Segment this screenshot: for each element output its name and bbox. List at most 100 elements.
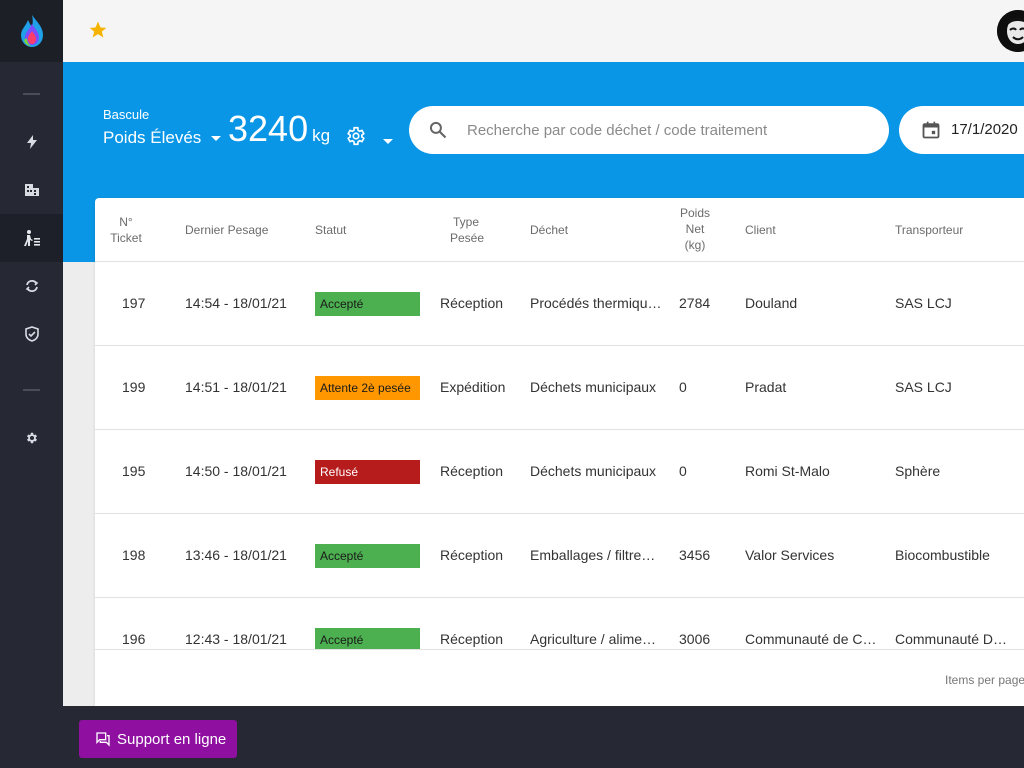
cell-date: 14:54 - 18/01/21 <box>185 295 287 311</box>
shield-check-icon <box>24 326 39 342</box>
sidebar-item-refresh[interactable] <box>0 262 63 310</box>
cell-client: Douland <box>745 295 798 311</box>
header-carrier[interactable]: Transporteur <box>895 223 964 237</box>
header-status[interactable]: Statut <box>315 223 347 237</box>
cell-type: Réception <box>440 547 504 563</box>
header-net-weight[interactable]: Poids Net (kg) <box>679 206 711 252</box>
sidebar-item-settings[interactable] <box>0 414 63 462</box>
calendar-icon <box>922 121 940 139</box>
header-last-weighing[interactable]: Dernier Pesage <box>185 223 269 237</box>
date-picker[interactable]: 17/1/2020 <box>899 106 1024 154</box>
table-row[interactable]: 197 14:54 - 18/01/21 Accepté Réception P… <box>95 262 1024 346</box>
status-badge: Attente 2è pesée <box>315 376 420 400</box>
cell-client: Romi St-Malo <box>745 463 830 479</box>
header-type[interactable]: Type Pesée <box>450 215 485 245</box>
person-weighing-icon <box>23 230 40 246</box>
header-band: Bascule Poids Élevés 3240 kg 17/1/2020 <box>63 62 1024 262</box>
cell-net: 2784 <box>679 295 711 311</box>
cell-client: Pradat <box>745 379 787 395</box>
chevron-down-icon <box>211 135 222 141</box>
sidebar-item-shield[interactable] <box>0 310 63 358</box>
chevron-down-icon <box>383 139 393 144</box>
star-icon <box>89 21 107 38</box>
cell-date: 14:51 - 18/01/21 <box>185 379 287 395</box>
cell-type: Réception <box>440 463 504 479</box>
cell-waste: Procédés thermiqu… <box>530 295 662 311</box>
building-icon <box>24 184 39 196</box>
cell-client: Valor Services <box>745 547 835 563</box>
cell-waste: Déchets municipaux <box>530 463 657 479</box>
cell-carrier: Sphère <box>895 463 941 479</box>
sidebar-item-building[interactable] <box>0 166 63 214</box>
cell-ticket: 199 <box>122 379 146 395</box>
favorite-button[interactable] <box>88 20 108 45</box>
header-waste[interactable]: Déchet <box>530 223 569 237</box>
support-button[interactable]: Support en ligne <box>79 720 237 758</box>
items-per-page-label: Items per page: <box>945 673 1024 687</box>
sidebar-item-weighing[interactable] <box>0 214 63 262</box>
cell-type: Expédition <box>440 379 506 395</box>
cell-carrier: Communauté D… <box>895 631 1008 647</box>
cell-waste: Emballages / filtre… <box>530 547 656 563</box>
table-row[interactable]: 195 14:50 - 18/01/21 Refusé Réception Dé… <box>95 430 1024 514</box>
table-row[interactable]: 196 12:43 - 18/01/21 Accepté Réception A… <box>95 598 1024 649</box>
logo[interactable] <box>0 0 63 62</box>
avatar-image-icon <box>997 10 1024 52</box>
cell-carrier: SAS LCJ <box>895 379 952 395</box>
cell-carrier: Biocombustible <box>895 547 990 563</box>
cell-waste: Agriculture / alime… <box>530 631 657 647</box>
refresh-icon <box>25 280 38 292</box>
cell-net: 3456 <box>679 547 711 563</box>
cell-ticket: 195 <box>122 463 146 479</box>
cell-date: 13:46 - 18/01/21 <box>185 547 287 563</box>
cell-carrier: SAS LCJ <box>895 295 952 311</box>
header-ticket[interactable]: N° Ticket <box>110 215 142 245</box>
cell-client: Communauté de C… <box>745 631 877 647</box>
cell-ticket: 198 <box>122 547 146 563</box>
cell-net: 0 <box>679 379 687 395</box>
scale-settings-button[interactable] <box>345 125 367 152</box>
cell-type: Réception <box>440 295 504 311</box>
header-client[interactable]: Client <box>745 223 776 237</box>
date-value: 17/1/2020 <box>951 121 1018 138</box>
cell-waste: Déchets municipaux <box>530 379 657 395</box>
status-badge: Accepté <box>315 292 420 316</box>
bottom-bar: Support en ligne <box>63 706 1024 768</box>
scale-menu-button[interactable] <box>383 131 393 149</box>
search-bar <box>409 106 889 154</box>
status-badge: Accepté <box>315 544 420 568</box>
table-row[interactable]: 198 13:46 - 18/01/21 Accepté Réception E… <box>95 514 1024 598</box>
sidebar-item-lightning[interactable] <box>0 118 63 166</box>
weight-value: 3240 <box>228 108 309 149</box>
tickets-table: N° Ticket Dernier Pesage Statut Type Pes… <box>95 198 1024 706</box>
status-badge: Refusé <box>315 460 420 484</box>
support-label: Support en ligne <box>117 730 227 748</box>
scale-selected-value: Poids Élevés <box>103 128 202 147</box>
weight-display: 3240 kg <box>228 108 330 150</box>
search-input[interactable] <box>467 106 867 154</box>
gear-icon <box>26 432 37 444</box>
chat-icon <box>96 732 110 747</box>
user-avatar[interactable] <box>997 10 1024 52</box>
table-body: 197 14:54 - 18/01/21 Accepté Réception P… <box>95 262 1024 650</box>
weight-unit: kg <box>312 126 331 145</box>
nav-divider <box>23 93 40 95</box>
cell-net: 3006 <box>679 631 711 647</box>
status-badge: Accepté <box>315 628 420 649</box>
cell-date: 12:43 - 18/01/21 <box>185 631 287 647</box>
scale-label: Bascule <box>103 107 150 122</box>
lightning-icon <box>26 135 37 149</box>
cell-ticket: 197 <box>122 295 146 311</box>
cell-net: 0 <box>679 463 687 479</box>
scale-select[interactable]: Poids Élevés <box>103 128 222 148</box>
cell-type: Réception <box>440 631 504 647</box>
cell-ticket: 196 <box>122 631 146 647</box>
top-bar <box>63 0 1024 62</box>
gear-icon <box>347 126 365 146</box>
table-header: N° Ticket Dernier Pesage Statut Type Pes… <box>95 198 1024 262</box>
table-row[interactable]: 199 14:51 - 18/01/21 Attente 2è pesée Ex… <box>95 346 1024 430</box>
flame-logo-icon <box>20 15 43 47</box>
cell-date: 14:50 - 18/01/21 <box>185 463 287 479</box>
sidebar <box>0 0 63 768</box>
search-icon <box>429 121 447 139</box>
